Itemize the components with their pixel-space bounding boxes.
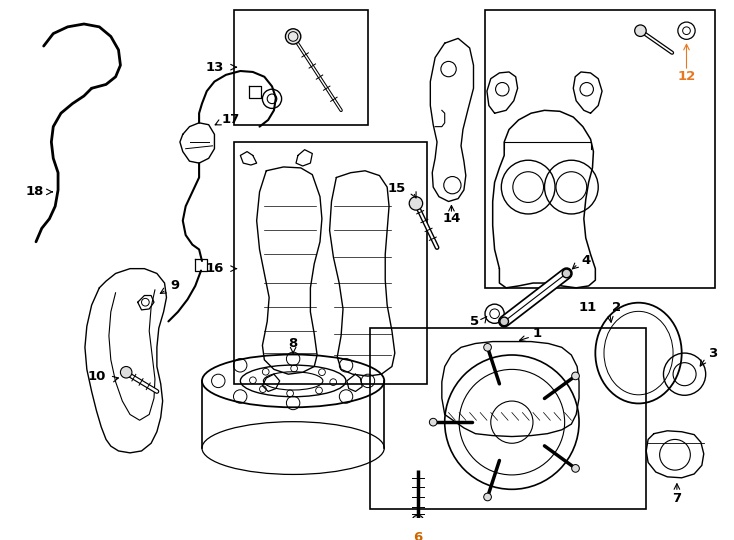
Bar (233, 10, 368, 125)
Circle shape (484, 493, 491, 501)
Text: 6: 6 (413, 531, 423, 540)
Bar (485, 10, 715, 288)
Circle shape (572, 464, 579, 472)
Text: 7: 7 (672, 492, 681, 505)
Circle shape (429, 418, 437, 426)
Text: 14: 14 (443, 212, 461, 225)
Text: 16: 16 (206, 262, 224, 275)
Text: 9: 9 (170, 279, 179, 293)
Circle shape (635, 25, 646, 37)
Circle shape (500, 317, 509, 326)
Text: 4: 4 (581, 254, 590, 267)
Text: 5: 5 (470, 315, 479, 328)
Circle shape (410, 197, 423, 210)
Text: 18: 18 (25, 185, 43, 198)
Text: 13: 13 (206, 60, 224, 73)
Text: 12: 12 (677, 70, 696, 83)
Text: 15: 15 (387, 181, 405, 194)
Circle shape (286, 29, 301, 44)
Text: 10: 10 (87, 369, 106, 383)
Bar (370, 328, 646, 509)
Text: 11: 11 (579, 301, 597, 314)
Circle shape (484, 343, 491, 351)
Text: 3: 3 (708, 347, 717, 360)
Bar (233, 142, 427, 384)
Text: 8: 8 (288, 337, 298, 350)
Circle shape (562, 269, 571, 278)
Text: 17: 17 (221, 113, 239, 126)
Circle shape (412, 515, 424, 526)
Circle shape (572, 372, 579, 380)
Circle shape (120, 367, 132, 378)
Text: 1: 1 (533, 327, 542, 340)
Text: 2: 2 (611, 301, 621, 314)
